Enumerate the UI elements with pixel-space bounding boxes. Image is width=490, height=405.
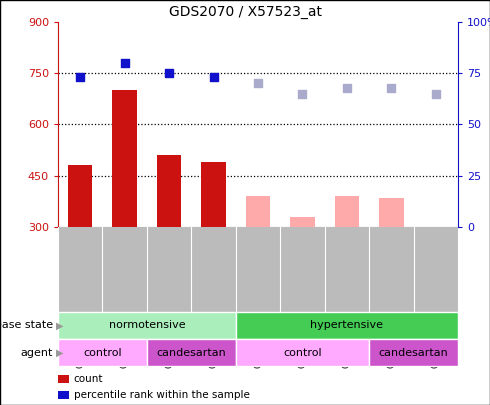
Text: disease state: disease state [0, 320, 53, 330]
Point [165, 70, 173, 77]
Bar [147, 339, 236, 366]
Text: GDS2070 / X57523_at: GDS2070 / X57523_at [169, 5, 321, 19]
Bar [201, 162, 226, 227]
Text: candesartan: candesartan [156, 347, 226, 358]
Text: control: control [83, 347, 122, 358]
Text: ▶: ▶ [56, 347, 64, 358]
Bar [379, 198, 404, 227]
Bar [236, 339, 369, 366]
Point [388, 84, 395, 91]
Point [76, 74, 84, 81]
Bar [369, 339, 458, 366]
Point [121, 60, 128, 66]
Bar [335, 196, 359, 227]
Text: candesartan: candesartan [379, 347, 448, 358]
Text: count: count [74, 374, 103, 384]
Bar [246, 196, 270, 227]
Point [343, 84, 351, 91]
Bar [236, 312, 458, 339]
Text: agent: agent [21, 347, 53, 358]
Point [298, 90, 306, 97]
Bar [157, 155, 181, 227]
Point [254, 80, 262, 87]
Bar [58, 339, 147, 366]
Point [210, 74, 218, 81]
Point [432, 90, 440, 97]
Bar [58, 312, 236, 339]
Text: percentile rank within the sample: percentile rank within the sample [74, 390, 249, 400]
Bar [112, 90, 137, 227]
Text: normotensive: normotensive [109, 320, 185, 330]
Text: control: control [283, 347, 322, 358]
Bar [290, 217, 315, 227]
Text: hypertensive: hypertensive [310, 320, 383, 330]
Bar [68, 166, 93, 227]
Text: ▶: ▶ [56, 320, 64, 330]
